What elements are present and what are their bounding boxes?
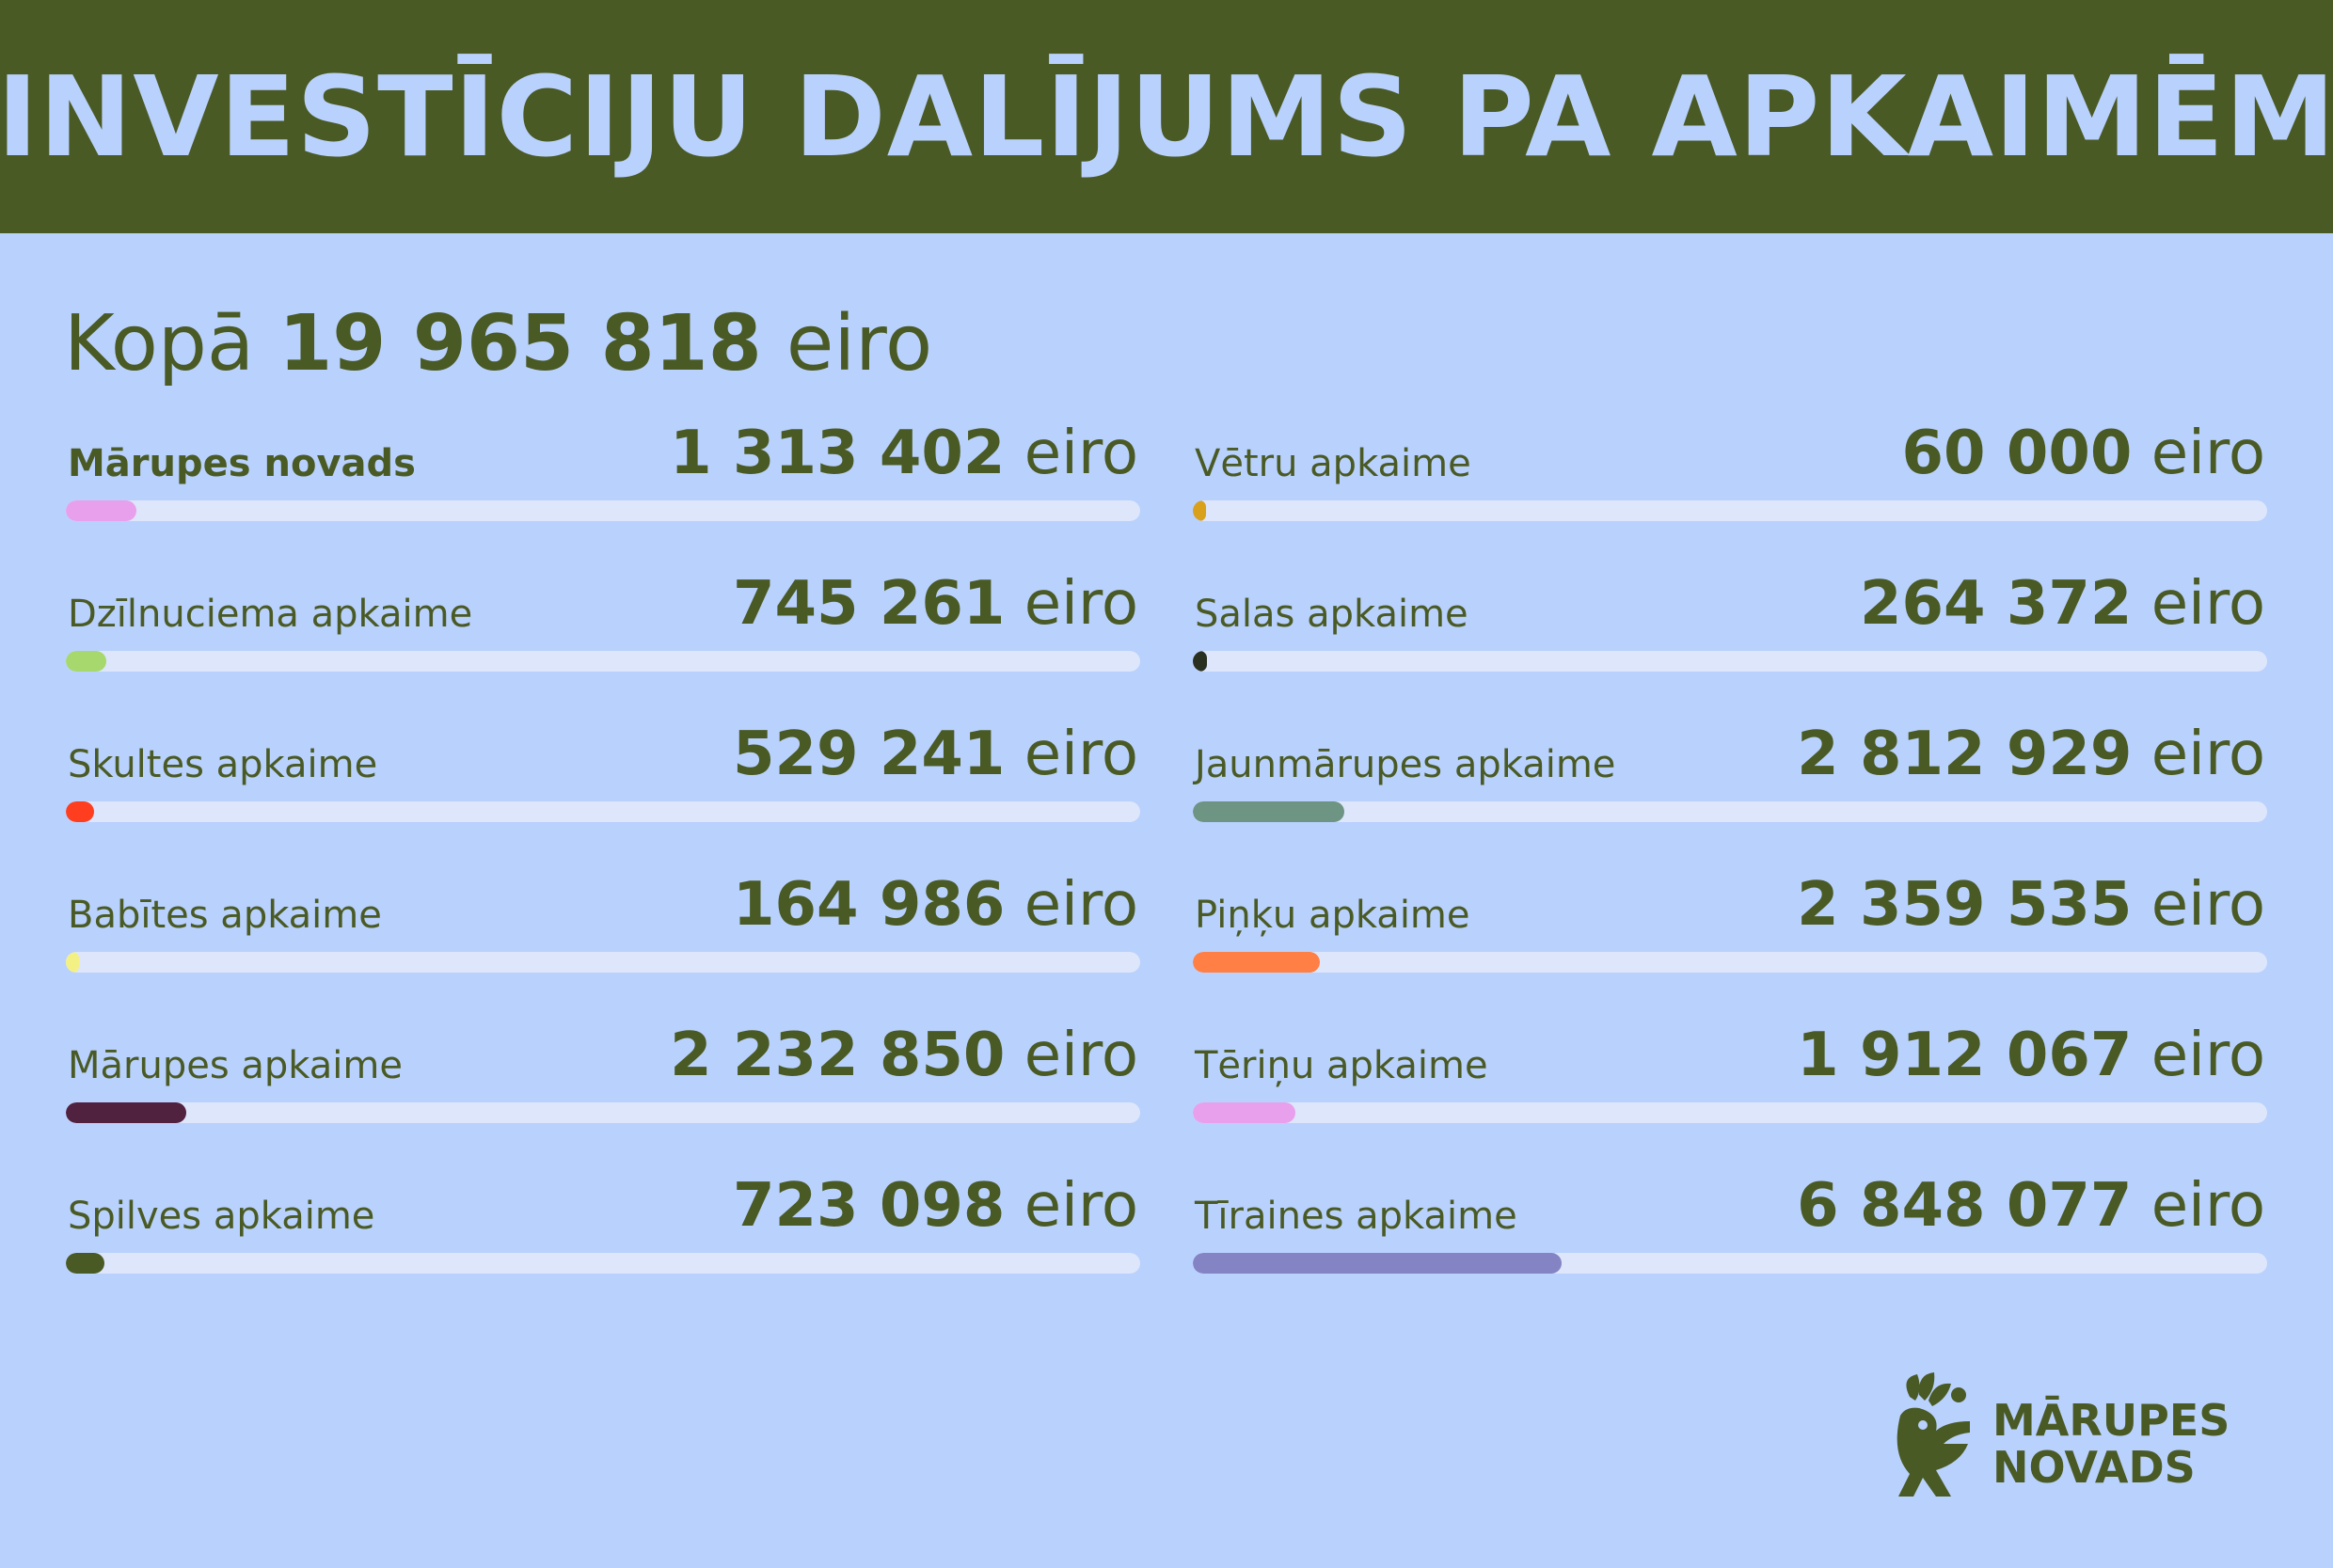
bar-fill	[1193, 500, 1206, 521]
bar-value-number: 529 241	[732, 720, 1006, 789]
bar-label: Babītes apkaime	[68, 894, 382, 937]
bar-row: Jaunmārupes apkaime 2 812 929 eiro	[1193, 720, 2267, 870]
bar-fill	[1193, 801, 1344, 822]
bar-row: Mārupes novads 1 313 402 eiro	[66, 419, 1140, 569]
bar-track	[1193, 1253, 2267, 1274]
bar-value-unit: eiro	[2150, 720, 2265, 789]
bar-track	[66, 1253, 1140, 1274]
bar-track	[66, 500, 1140, 521]
bar-value-label: 6 848 077 eiro	[1797, 1171, 2265, 1241]
total-unit: eiro	[786, 299, 933, 388]
bar-value-unit: eiro	[2150, 569, 2265, 639]
bar-value-label: 1 313 402 eiro	[670, 419, 1138, 488]
bar-track	[1193, 801, 2267, 822]
bar-value-unit: eiro	[1024, 1021, 1138, 1090]
bar-value-number: 164 986	[732, 870, 1006, 940]
bar-fill	[66, 952, 79, 973]
bar-value-unit: eiro	[1024, 419, 1138, 488]
bar-track	[66, 651, 1140, 672]
bar-value-label: 264 372 eiro	[1860, 569, 2265, 639]
bar-value-label: 723 098 eiro	[733, 1171, 1138, 1241]
bar-value-unit: eiro	[1024, 1171, 1138, 1241]
bar-value-label: 745 261 eiro	[733, 569, 1138, 639]
bar-fill	[66, 1102, 186, 1123]
bar-value-number: 60 000	[1901, 419, 2133, 488]
bar-fill	[66, 1253, 105, 1274]
bar-value-unit: eiro	[1024, 569, 1138, 639]
bar-row: Babītes apkaime 164 986 eiro	[66, 870, 1140, 1021]
bar-label: Salas apkaime	[1195, 593, 1468, 636]
bar-track	[66, 1102, 1140, 1123]
bar-row: Mārupes apkaime 2 232 850 eiro	[66, 1021, 1140, 1171]
maarupes-logo: MĀRUPES NOVADS	[1881, 1369, 2277, 1500]
bar-row: Dzīlnuciema apkaime 745 261 eiro	[66, 569, 1140, 720]
bar-label: Tēriņu apkaime	[1195, 1044, 1488, 1087]
bar-label: Tīraines apkaime	[1195, 1195, 1517, 1238]
bar-label: Jaunmārupes apkaime	[1195, 743, 1616, 786]
bar-fill	[66, 500, 137, 521]
bar-value-number: 264 372	[1859, 569, 2133, 639]
bar-fill	[66, 801, 95, 822]
bar-fill	[66, 651, 106, 672]
bar-value-label: 2 232 850 eiro	[670, 1021, 1138, 1090]
bar-label: Dzīlnuciema apkaime	[68, 593, 473, 636]
bar-value-number: 1 313 402	[670, 419, 1006, 488]
bar-value-label: 60 000 eiro	[1902, 419, 2266, 488]
bar-label: Mārupes apkaime	[68, 1044, 403, 1087]
header-banner: INVESTĪCIJU DALĪJUMS PA APKAIMĒM	[0, 0, 2333, 233]
bar-label: Vētru apkaime	[1195, 442, 1471, 485]
bar-fill	[1193, 1253, 1562, 1274]
bar-label: Piņķu apkaime	[1195, 894, 1470, 937]
bar-fill	[1193, 1102, 1296, 1123]
bar-value-label: 2 812 929 eiro	[1797, 720, 2265, 789]
bar-column-left: Mārupes novads 1 313 402 eiro Dzīlnuciema …	[66, 419, 1140, 1322]
page-title: INVESTĪCIJU DALĪJUMS PA APKAIMĒM	[0, 52, 2333, 182]
bar-value-number: 2 812 929	[1797, 720, 2133, 789]
bird-emblem-icon	[1897, 1372, 1970, 1497]
bar-row: Skultes apkaime 529 241 eiro	[66, 720, 1140, 870]
logo-line-2: NOVADS	[1992, 1442, 2196, 1493]
bar-label: Mārupes novads	[68, 442, 416, 485]
bar-row: Tīraines apkaime 6 848 077 eiro	[1193, 1171, 2267, 1322]
bar-fill	[1193, 952, 1320, 973]
bar-track	[1193, 500, 2267, 521]
bar-track	[66, 952, 1140, 973]
bar-value-number: 6 848 077	[1797, 1171, 2133, 1241]
total-summary: Kopā 19 965 818 eiro	[64, 299, 932, 388]
logo-text: MĀRUPES NOVADS	[1992, 1397, 2230, 1491]
total-amount: 19 965 818	[278, 299, 762, 388]
bar-value-label: 1 912 067 eiro	[1797, 1021, 2265, 1090]
bar-row: Tēriņu apkaime 1 912 067 eiro	[1193, 1021, 2267, 1171]
bar-label: Skultes apkaime	[68, 743, 378, 786]
bar-track	[1193, 952, 2267, 973]
bar-value-label: 529 241 eiro	[733, 720, 1138, 789]
bar-track	[1193, 651, 2267, 672]
bar-track	[66, 801, 1140, 822]
bar-column-right: Vētru apkaime 60 000 eiro Salas apkaime 264…	[1193, 419, 2267, 1322]
bar-row: Piņķu apkaime 2 359 535 eiro	[1193, 870, 2267, 1021]
bar-value-unit: eiro	[1024, 720, 1138, 789]
bar-value-number: 2 232 850	[670, 1021, 1006, 1090]
bar-value-unit: eiro	[2150, 870, 2265, 940]
bar-value-unit: eiro	[2150, 1171, 2265, 1241]
bar-value-unit: eiro	[2150, 1021, 2265, 1090]
bar-row: Salas apkaime 264 372 eiro	[1193, 569, 2267, 720]
bar-label: Spilves apkaime	[68, 1195, 375, 1238]
logo-line-1: MĀRUPES	[1992, 1395, 2230, 1446]
bar-value-unit: eiro	[1024, 870, 1138, 940]
bar-fill	[1193, 651, 1208, 672]
bar-value-number: 2 359 535	[1797, 870, 2133, 940]
bar-value-label: 164 986 eiro	[733, 870, 1138, 940]
bar-value-label: 2 359 535 eiro	[1797, 870, 2265, 940]
total-prefix: Kopā	[64, 299, 255, 388]
bar-track	[1193, 1102, 2267, 1123]
bar-value-unit: eiro	[2150, 419, 2265, 488]
bar-value-number: 745 261	[732, 569, 1006, 639]
bar-row: Vētru apkaime 60 000 eiro	[1193, 419, 2267, 569]
bar-value-number: 1 912 067	[1797, 1021, 2133, 1090]
bar-row: Spilves apkaime 723 098 eiro	[66, 1171, 1140, 1322]
bar-value-number: 723 098	[732, 1171, 1006, 1241]
